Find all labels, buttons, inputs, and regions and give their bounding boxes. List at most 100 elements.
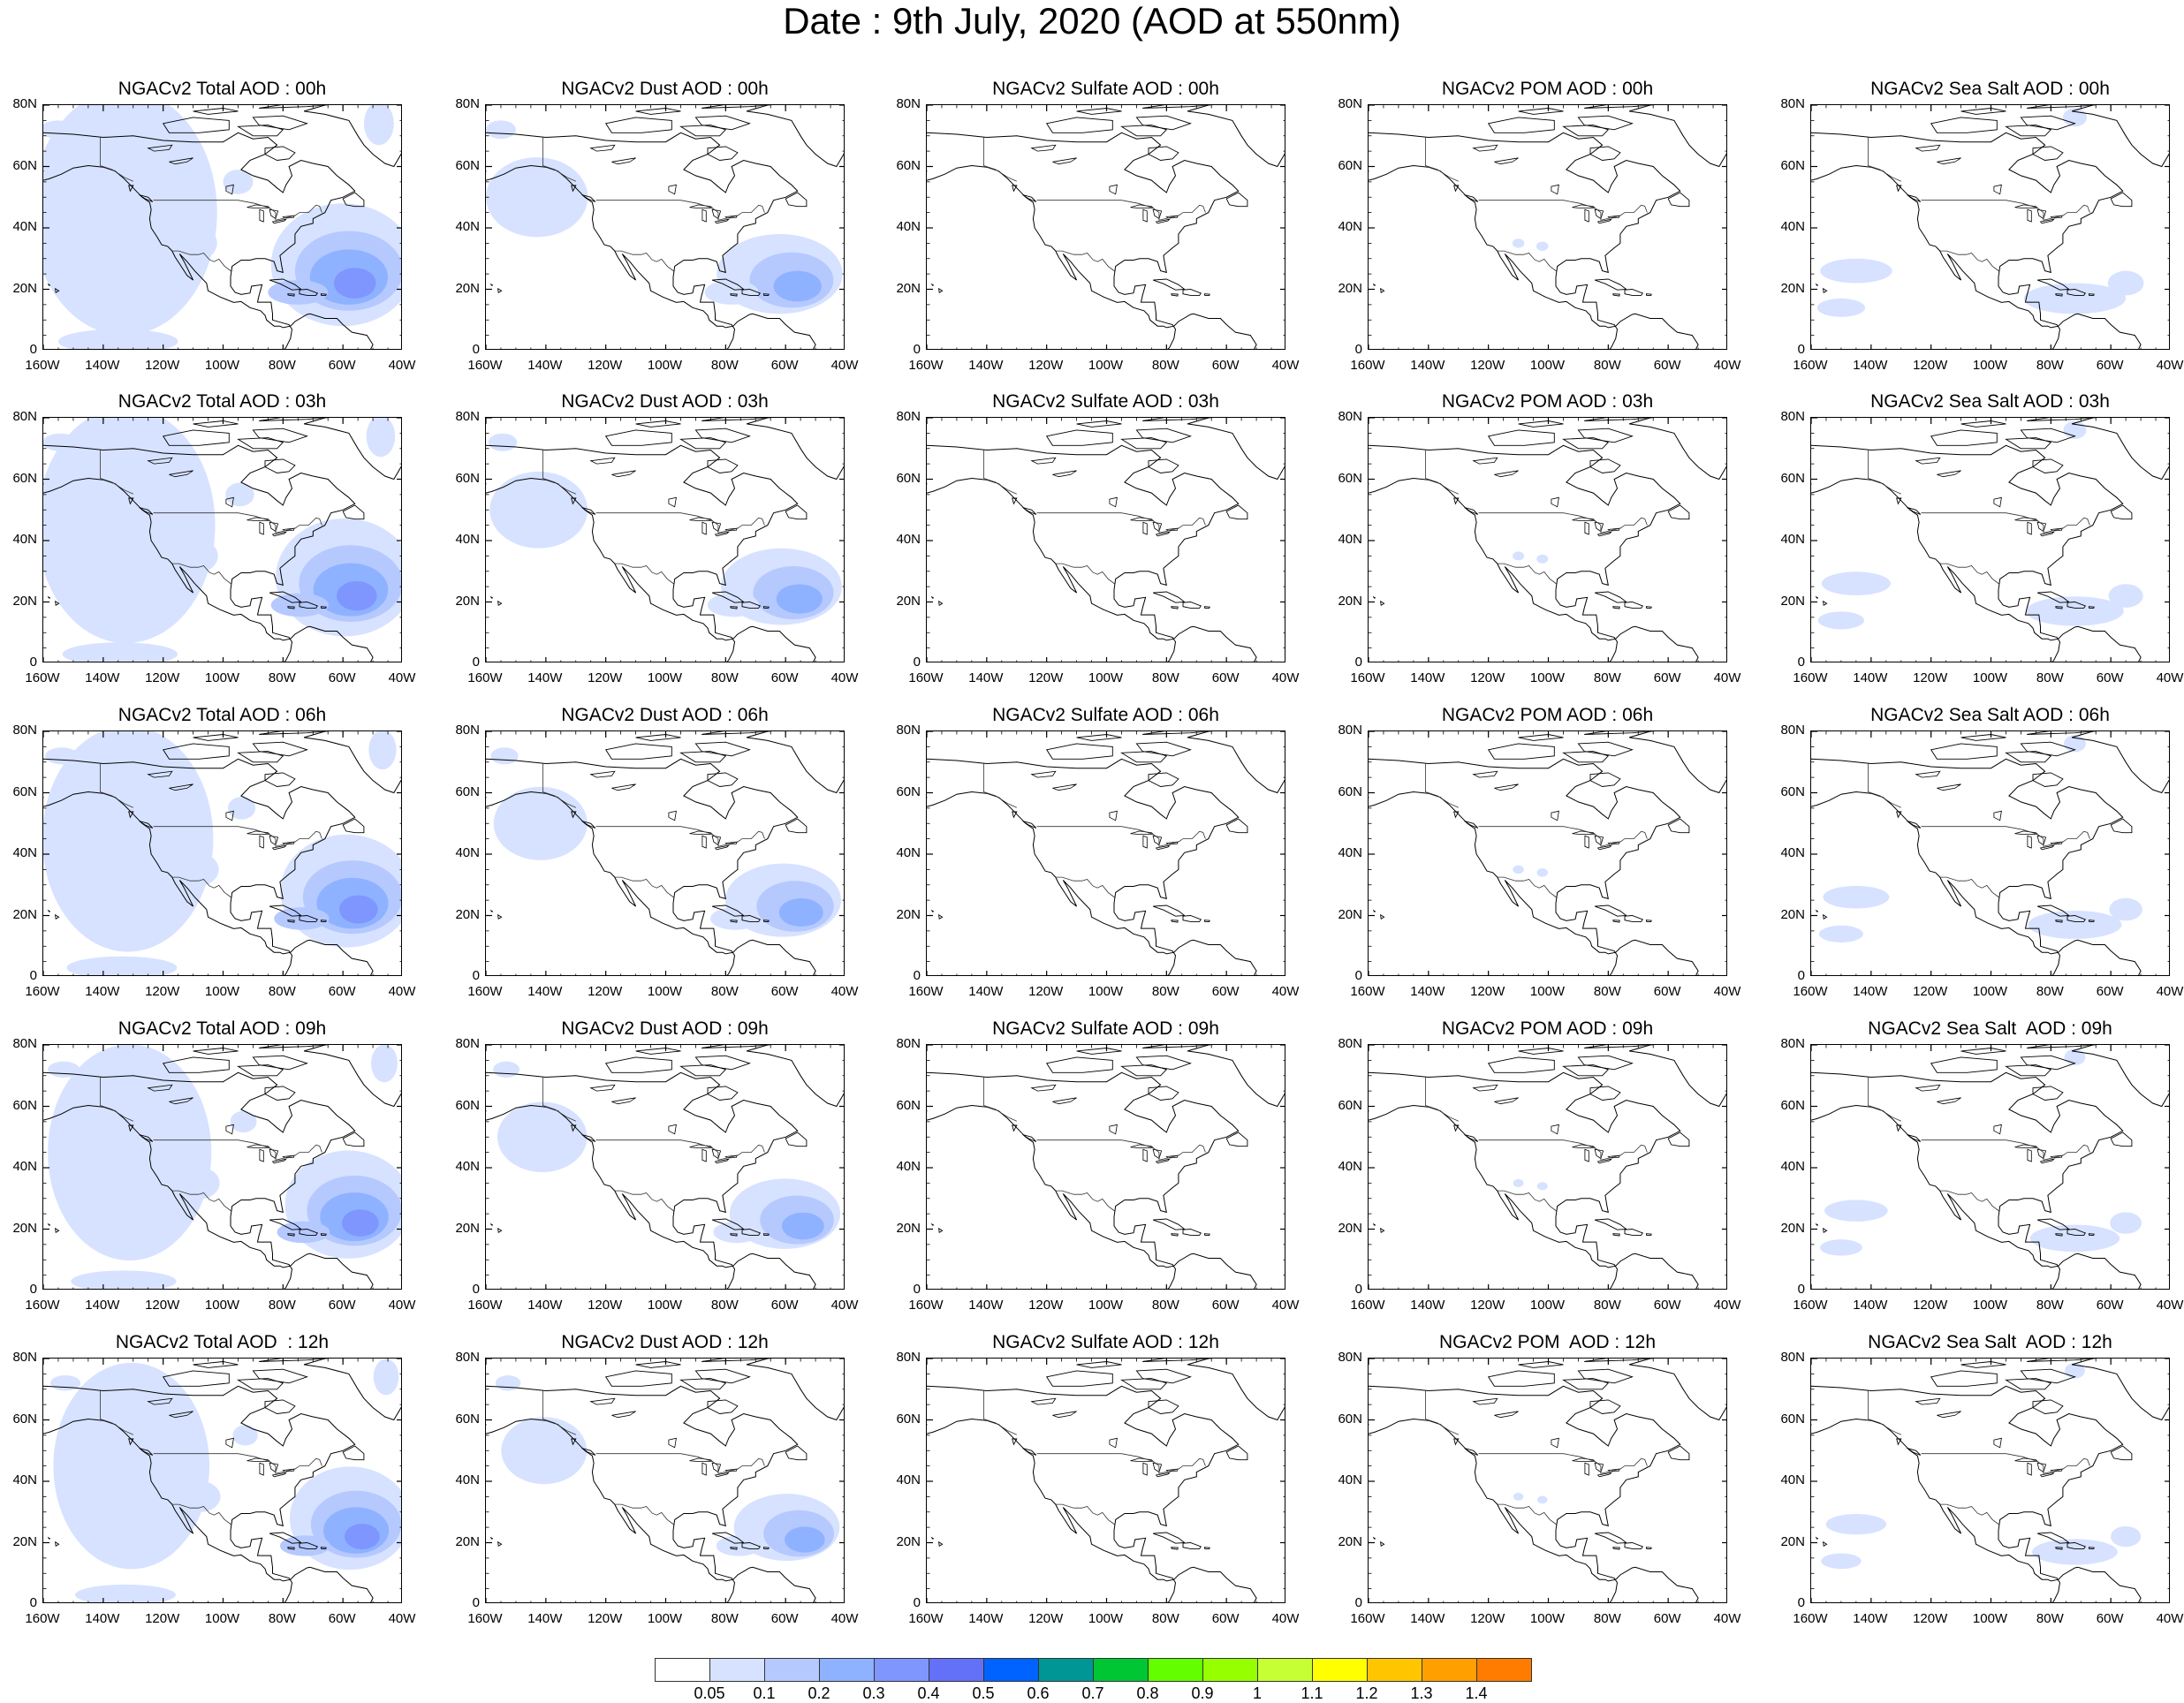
panel-title: NGACv2 Total AOD : 03h <box>118 391 327 412</box>
coastline-north-america <box>1811 1385 2142 1602</box>
map-frame <box>926 104 1285 350</box>
panel-title: NGACv2 POM AOD : 00h <box>1441 79 1654 99</box>
lat-tick-label: 20N <box>1338 1533 1362 1549</box>
lon-tick-label: 120W <box>1470 1611 1505 1626</box>
lat-tick-label: 40N <box>1780 1472 1805 1487</box>
lon-tick-label: 80W <box>710 670 739 685</box>
coastline-island <box>259 105 325 109</box>
coastline-island <box>762 606 770 609</box>
aod-field-patch <box>1823 885 1890 909</box>
coastline-island <box>571 497 577 505</box>
lat-tick-label: 20N <box>12 906 37 922</box>
aod-field-patch <box>488 433 518 451</box>
coastline-island <box>694 115 751 131</box>
national-border <box>1478 826 1648 847</box>
national-border <box>171 876 231 898</box>
aod-field-patch <box>1536 868 1548 877</box>
lake-outline <box>259 1148 264 1162</box>
coastline-island <box>741 1229 762 1236</box>
coastline-island <box>1667 1445 1690 1461</box>
lake-outline <box>2050 1154 2063 1159</box>
coastline-island <box>1012 185 1018 193</box>
coastline-island <box>47 1222 51 1226</box>
coastline-island <box>2032 146 2064 161</box>
national-border <box>1055 563 1115 585</box>
coastline-island <box>139 821 154 829</box>
lon-tick-label: 120W <box>588 670 623 685</box>
national-border <box>983 763 1017 808</box>
lon-tick-label: 40W <box>1713 1611 1741 1626</box>
coastline-island <box>1148 146 1179 161</box>
coastline-island <box>1584 418 1650 421</box>
aod-field-patch <box>495 1375 521 1391</box>
lake-outline <box>282 841 295 845</box>
lake-outline <box>1109 810 1118 821</box>
coastline-island <box>1152 1218 1186 1230</box>
lake-outline <box>611 783 636 791</box>
lake-outline <box>1993 810 2002 821</box>
map-canvas <box>1811 731 2169 975</box>
lat-tick-label: 0 <box>913 655 921 670</box>
lon-tick-label: 100W <box>204 358 240 373</box>
lon-tick-label: 100W <box>647 984 683 999</box>
national-border <box>1425 137 1459 182</box>
coastline-island <box>128 1438 134 1446</box>
map-frame <box>1368 104 1727 350</box>
coastline-island <box>2110 818 2133 834</box>
lon-tick-label: 140W <box>1853 670 1888 685</box>
lon-tick-label: 80W <box>2036 670 2064 685</box>
coastline-island <box>730 293 738 297</box>
lon-tick-label: 140W <box>968 984 1004 999</box>
lake-outline <box>1551 1437 1559 1449</box>
lon-tick-label: 60W <box>328 358 356 373</box>
national-border <box>595 826 765 847</box>
coastline-island <box>707 1086 739 1101</box>
coastline-island <box>47 1536 51 1540</box>
national-border <box>1036 512 1206 534</box>
coastline-island <box>128 185 134 193</box>
national-border <box>1055 1503 1115 1525</box>
coastline-island <box>1667 504 1690 520</box>
lake-outline <box>2027 835 2032 849</box>
coastline-island <box>2005 751 2052 763</box>
aod-field-patch <box>497 1101 588 1173</box>
coastline-island <box>1815 283 1819 286</box>
coastline-island <box>762 293 770 296</box>
coastline-island <box>489 595 494 599</box>
map-canvas <box>1369 105 1726 349</box>
aod-field-patch <box>2032 1539 2118 1565</box>
lat-tick-label: 80N <box>455 1350 480 1365</box>
national-border <box>983 450 1017 495</box>
coastline-island <box>489 1222 494 1226</box>
coastline-island <box>2055 1547 2063 1550</box>
coastline-island <box>1120 1378 1168 1390</box>
lake-outline <box>714 1472 730 1478</box>
coastline-island <box>1076 1361 1122 1368</box>
lake-outline <box>1165 1468 1179 1472</box>
aod-field-patch <box>53 1362 210 1570</box>
coastline-island <box>489 1536 494 1540</box>
lon-tick-label: 60W <box>1653 358 1681 373</box>
coastline-island <box>2055 920 2063 923</box>
lon-tick-label: 160W <box>1350 358 1385 373</box>
lon-tick-label: 120W <box>1913 1298 1948 1313</box>
coastline-north-america <box>1811 758 2142 975</box>
lon-tick-label: 40W <box>1271 984 1300 999</box>
coastline-island <box>1612 1547 1620 1550</box>
lon-tick-label: 160W <box>1793 1298 1828 1313</box>
aod-field-patch <box>333 268 376 299</box>
coastline-island <box>1589 772 1621 787</box>
aod-field-patch <box>773 270 822 302</box>
national-border <box>1939 1190 1999 1212</box>
coastline-island <box>1823 1227 1828 1234</box>
national-border <box>1868 450 1901 495</box>
coastline-greenland <box>746 731 844 794</box>
colorbar-cell <box>1148 1658 1203 1682</box>
lon-tick-label: 100W <box>1529 358 1566 373</box>
lon-tick-label: 140W <box>968 358 1004 373</box>
lon-tick-label: 140W <box>1410 1611 1445 1626</box>
coastline-island <box>1562 125 1610 137</box>
coastline-island <box>679 1064 727 1077</box>
national-border <box>1868 1077 1901 1122</box>
lake-outline <box>1572 517 1596 521</box>
